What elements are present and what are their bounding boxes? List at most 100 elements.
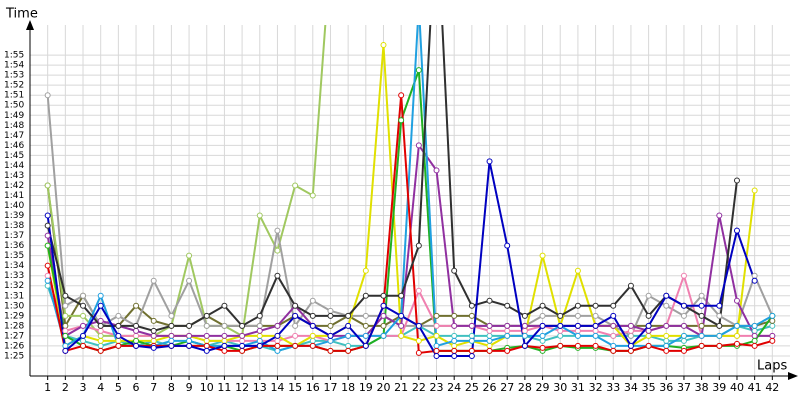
point: [97, 292, 104, 299]
point: [751, 187, 758, 194]
point: [645, 322, 652, 329]
point: [486, 327, 493, 334]
x-tick-label: 7: [150, 381, 157, 394]
y-tick-label: 1:25: [4, 351, 24, 361]
point: [680, 332, 687, 339]
point: [451, 267, 458, 274]
point: [345, 312, 352, 319]
point: [115, 337, 122, 344]
point: [97, 327, 104, 334]
x-tick-label: 29: [536, 381, 550, 394]
point: [416, 2, 421, 7]
x-tick-label: 1: [44, 381, 51, 394]
point: [327, 337, 334, 344]
point: [716, 312, 723, 319]
point: [115, 322, 122, 329]
point: [468, 312, 475, 319]
point: [645, 327, 652, 334]
point: [203, 337, 210, 344]
point: [80, 302, 87, 309]
x-tick-label: 12: [235, 381, 249, 394]
point: [557, 327, 564, 334]
point: [504, 242, 511, 249]
x-tick-label: 3: [80, 381, 87, 394]
point: [504, 332, 511, 339]
point: [327, 322, 334, 329]
point: [362, 267, 369, 274]
point: [557, 332, 564, 339]
x-tick-label: 9: [186, 381, 193, 394]
point: [398, 322, 405, 329]
point: [610, 347, 617, 354]
point: [150, 277, 157, 284]
point: [133, 302, 140, 309]
point: [362, 292, 369, 299]
point: [274, 322, 281, 329]
point: [592, 332, 599, 339]
x-tick-label: 36: [659, 381, 673, 394]
y-tick-label: 1:27: [4, 331, 24, 341]
point: [751, 322, 758, 329]
point: [663, 337, 670, 344]
point: [239, 322, 246, 329]
point: [663, 322, 670, 329]
y-tick-label: 1:36: [4, 241, 24, 251]
point: [521, 332, 528, 339]
point: [44, 242, 51, 249]
point: [292, 342, 299, 349]
x-tick-label: 11: [217, 381, 231, 394]
point: [504, 347, 511, 354]
point: [186, 342, 193, 349]
point: [44, 272, 51, 279]
point: [362, 322, 369, 329]
point: [274, 332, 281, 339]
point: [44, 212, 51, 219]
y-tick-label: 1:28: [4, 321, 24, 331]
point: [274, 342, 281, 349]
x-tick-label: 30: [553, 381, 567, 394]
point: [574, 267, 581, 274]
y-tick-label: 1:40: [4, 201, 24, 211]
point: [486, 297, 493, 304]
point: [44, 92, 51, 99]
point: [221, 347, 228, 354]
point: [610, 322, 617, 329]
point: [557, 312, 564, 319]
point: [309, 192, 316, 199]
x-tick-label: 4: [97, 381, 104, 394]
point: [256, 212, 263, 219]
y-tick-label: 1:50: [4, 101, 24, 111]
point: [574, 302, 581, 309]
point: [309, 322, 316, 329]
point: [468, 352, 475, 359]
point: [362, 332, 369, 339]
point: [345, 322, 352, 329]
x-axis-title: Laps: [757, 359, 787, 374]
point: [521, 322, 528, 329]
point: [451, 312, 458, 319]
point: [557, 342, 564, 349]
point: [486, 347, 493, 354]
point: [62, 332, 69, 339]
point: [769, 312, 776, 319]
point: [751, 327, 758, 334]
point: [97, 332, 104, 339]
x-tick-label: 18: [341, 381, 355, 394]
point: [44, 282, 51, 289]
point: [468, 337, 475, 344]
point: [221, 302, 228, 309]
point: [44, 232, 51, 239]
point: [239, 347, 246, 354]
series-line: [46, 95, 774, 338]
x-tick-label: 5: [115, 381, 122, 394]
y-tick-label: 1:46: [4, 141, 24, 151]
point: [362, 342, 369, 349]
x-tick-label: 28: [518, 381, 532, 394]
point: [44, 277, 51, 284]
point: [97, 317, 104, 324]
point: [168, 337, 175, 344]
point: [309, 337, 316, 344]
point: [186, 277, 193, 284]
point: [80, 337, 87, 344]
point: [451, 342, 458, 349]
